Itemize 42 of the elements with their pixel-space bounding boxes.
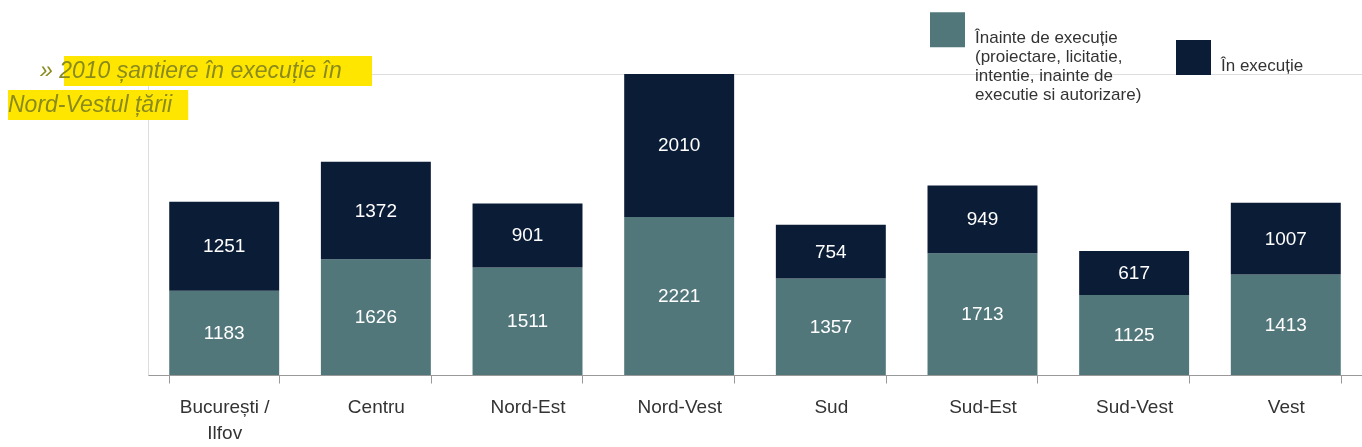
bar	[775, 224, 886, 279]
bar	[320, 259, 431, 375]
data-label: 1183	[203, 321, 245, 343]
data-label: 617	[1118, 262, 1150, 284]
bar	[472, 203, 583, 268]
data-label: 1357	[809, 315, 852, 337]
data-label: 1626	[354, 306, 397, 328]
bar	[1230, 202, 1341, 275]
data-label: 1511	[507, 310, 548, 332]
data-label: 1372	[354, 199, 397, 221]
data-label: 949	[966, 208, 999, 230]
bar	[1230, 274, 1341, 375]
bar	[169, 201, 280, 291]
x-tick-label: București / Ilfov	[179, 395, 271, 443]
legend-label: Înainte de execuție (proiectare, licitatie, intentie, inainte de executie si autorizare)	[974, 27, 1142, 104]
data-label: 1413	[1264, 313, 1307, 335]
x-tick-label: Sud-Est	[949, 395, 1018, 417]
x-tick-label: Vest	[1267, 395, 1306, 417]
bar	[775, 278, 886, 375]
data-label: 1251	[203, 235, 246, 257]
bar	[1079, 251, 1190, 295]
bar	[624, 216, 735, 375]
bar	[624, 74, 735, 217]
x-tick-label: Nord-Est	[490, 395, 567, 417]
x-tick-label: Sud-Vest	[1096, 395, 1174, 417]
x-tick-label: Nord-Vest	[637, 395, 723, 417]
bar	[1079, 294, 1190, 375]
x-tick-label: Sud	[814, 395, 849, 417]
data-label: 901	[511, 224, 544, 246]
data-label: 2221	[658, 285, 701, 306]
data-label: 1713	[961, 303, 1004, 325]
x-tick-label: Centru	[347, 395, 405, 417]
bar	[320, 161, 431, 260]
data-label: 1007	[1264, 227, 1307, 249]
data-label: 2010	[658, 134, 701, 156]
legend-label: În execuție	[1220, 55, 1304, 75]
bar	[927, 253, 1038, 375]
bar	[927, 185, 1038, 254]
data-label: 1125	[1113, 323, 1155, 345]
data-label: 754	[814, 240, 848, 262]
bar	[472, 267, 583, 375]
bar	[169, 290, 280, 375]
